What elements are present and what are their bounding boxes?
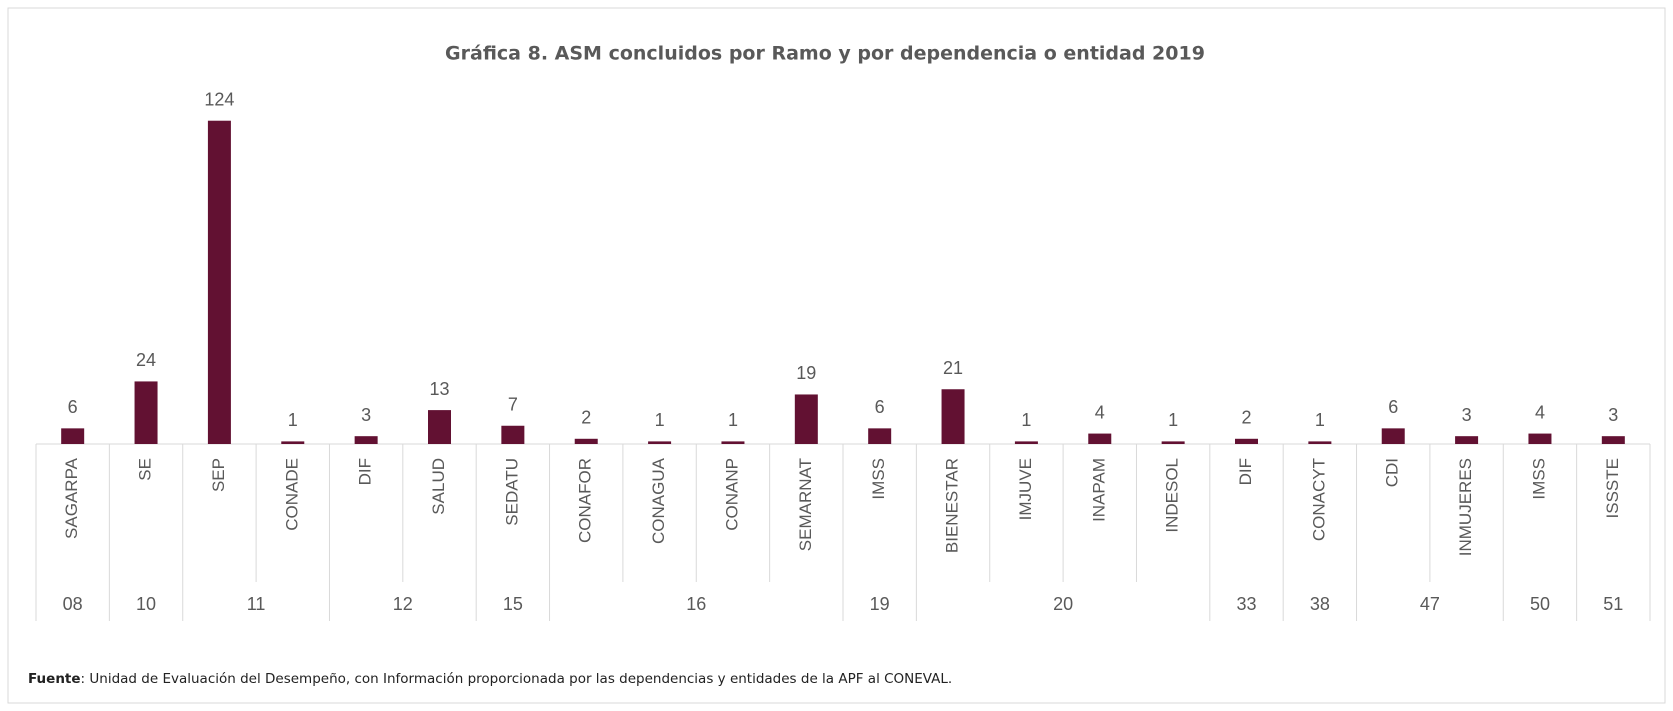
value-label: 4 [1535,402,1545,422]
bar [281,441,305,444]
bar [1088,433,1112,444]
bar [1308,441,1332,444]
group-label: 10 [136,594,156,614]
bar [794,394,818,444]
x-tick-label: IMJUVE [1016,458,1035,520]
value-label: 24 [136,350,156,370]
bar [1455,436,1479,444]
group-label: 19 [870,594,890,614]
group-label: 20 [1053,594,1073,614]
value-label: 1 [728,410,738,430]
value-label: 6 [68,397,78,417]
bar [501,425,525,444]
x-tick-label: SAGARPA [62,457,81,539]
group-label: 08 [63,594,83,614]
bar [1161,441,1185,444]
value-label: 4 [1095,402,1105,422]
group-label: 47 [1420,594,1440,614]
group-label: 11 [247,594,266,614]
value-label: 3 [1462,405,1472,425]
x-tick-label: CONACYT [1309,458,1328,541]
bar [354,436,378,444]
value-label: 3 [1608,405,1618,425]
x-tick-label: INDESOL [1163,458,1182,533]
x-tick-label: INAPAM [1089,458,1108,522]
value-label: 19 [796,363,816,383]
value-label: 6 [1388,397,1398,417]
x-tick-label: CONADE [282,458,301,531]
value-label: 1 [1315,410,1325,430]
bar [868,428,892,444]
x-tick-label: DIF [356,458,375,485]
x-tick-label: SE [136,458,155,481]
value-label: 6 [875,397,885,417]
group-label: 16 [686,594,706,614]
x-tick-label: INMUJERES [1456,458,1475,556]
source: Fuente: Unidad de Evaluación del Desempe… [28,671,952,687]
group-label: 50 [1530,594,1550,614]
x-tick-label: CONAGUA [649,457,668,544]
value-label: 2 [581,408,591,428]
value-label: 21 [943,358,963,378]
x-tick-label: SALUD [429,458,448,515]
bar [574,438,598,444]
bar [648,441,672,444]
value-label: 1 [1021,410,1031,430]
source-label: Fuente [28,671,81,687]
x-tick-label: ISSSTE [1603,458,1622,518]
bar [428,410,451,444]
x-tick-label: SEP [209,458,228,492]
chart-frame [7,7,1666,704]
bar [207,120,231,444]
group-label: 38 [1310,594,1330,614]
bar [1381,428,1405,444]
group-label: 51 [1603,594,1623,614]
value-label: 13 [429,379,449,399]
source-text: : Unidad de Evaluación del Desempeño, co… [81,671,953,687]
value-label: 1 [1168,410,1178,430]
bar [1014,441,1038,444]
x-tick-label: DIF [1236,458,1255,485]
x-tick-label: IMSS [1529,458,1548,500]
group-label: 12 [393,594,413,614]
bar [1235,438,1258,444]
value-label: 3 [361,405,371,425]
value-label: 7 [508,395,518,415]
group-label: 15 [503,594,523,614]
value-label: 1 [655,410,665,430]
x-tick-label: CONAFOR [576,458,595,543]
group-label: 33 [1236,594,1256,614]
value-label: 124 [204,89,234,109]
x-tick-label: IMSS [869,458,888,500]
x-tick-label: CDI [1383,458,1402,487]
bar [941,389,965,444]
bar [61,428,85,444]
x-tick-label: CONANP [722,458,741,531]
bar [134,381,158,444]
bar [1601,436,1625,444]
x-tick-label: SEMARNAT [796,458,815,551]
value-label: 2 [1241,408,1251,428]
bar [1528,433,1552,444]
x-tick-label: BIENESTAR [943,458,962,553]
x-tick-label: SEDATU [502,458,521,526]
value-label: 1 [288,410,298,430]
chart-title: Gráfica 8. ASM concluidos por Ramo y por… [445,43,1205,65]
bar [721,441,745,444]
